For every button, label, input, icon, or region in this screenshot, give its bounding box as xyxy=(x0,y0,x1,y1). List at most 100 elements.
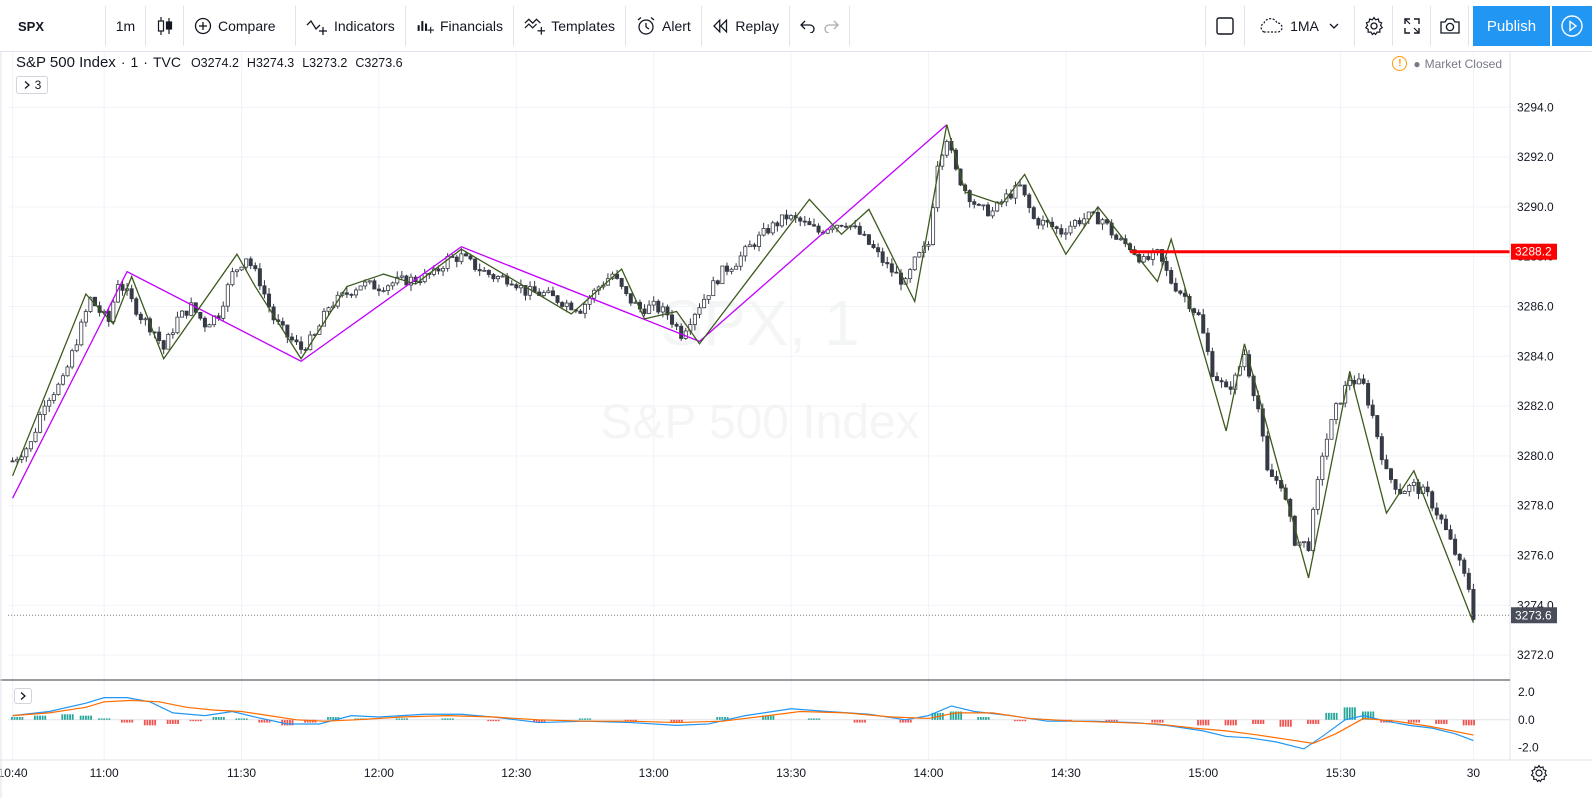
macd-histogram-bar xyxy=(931,712,934,720)
candle-body xyxy=(147,318,152,333)
candle-body xyxy=(564,302,569,307)
macd-histogram-bar xyxy=(624,719,627,722)
macd-histogram-bar xyxy=(1351,707,1354,720)
candle-body xyxy=(720,265,725,285)
settings-button[interactable] xyxy=(1355,6,1393,46)
replay-button[interactable]: Replay xyxy=(702,6,790,46)
candle-body xyxy=(1375,415,1380,438)
candle-body xyxy=(1082,218,1087,225)
indicators-collapse-toggle[interactable]: 3 xyxy=(16,76,48,94)
macd-histogram-bar xyxy=(44,715,47,720)
candle-body xyxy=(912,256,917,271)
macd-histogram-bar xyxy=(1465,719,1468,726)
time-axis-tick-label: 14:30 xyxy=(1051,766,1081,780)
price-axis-tick-label: 3294.0 xyxy=(1517,100,1554,114)
candle-body xyxy=(514,284,519,289)
candle-body xyxy=(1329,419,1334,440)
candle-body xyxy=(1219,380,1224,383)
chart-legend: S&P 500 Index · 1 · TVC O3274.2 H3274.3 … xyxy=(16,54,403,71)
macd-histogram-bar xyxy=(84,715,87,720)
candle-body xyxy=(1100,219,1105,225)
legend-symbol-name[interactable]: S&P 500 Index xyxy=(16,54,116,71)
macd-histogram-bar xyxy=(306,719,309,723)
redo-icon[interactable] xyxy=(822,19,840,33)
macd-histogram-bar xyxy=(1382,719,1385,723)
ma-template-button[interactable]: 1MA xyxy=(1245,6,1355,46)
candle-body xyxy=(1292,515,1297,546)
layout-button[interactable] xyxy=(1205,6,1245,46)
candle-body xyxy=(1205,332,1210,352)
candle-body xyxy=(33,431,38,443)
candle-body xyxy=(509,283,514,286)
play-button[interactable] xyxy=(1552,6,1592,46)
macd-histogram-bar xyxy=(304,719,306,723)
undo-icon[interactable] xyxy=(799,19,817,33)
fullscreen-button[interactable] xyxy=(1393,6,1431,46)
candle-body xyxy=(706,295,711,300)
macd-histogram-bar xyxy=(1013,719,1016,722)
macd-histogram-bar xyxy=(1197,719,1199,726)
macd-histogram-bar xyxy=(100,718,103,720)
alert-button[interactable]: Alert xyxy=(626,6,702,46)
candle-body xyxy=(51,394,56,401)
macd-histogram-bar xyxy=(904,719,907,723)
macd-histogram-bar xyxy=(716,717,719,720)
financials-button[interactable]: Financials xyxy=(406,6,514,46)
templates-button[interactable]: Templates xyxy=(514,6,626,46)
candle-body xyxy=(976,203,981,206)
candle-body xyxy=(1173,282,1178,292)
candle-body xyxy=(1356,378,1361,385)
candles-group xyxy=(10,137,1476,621)
macd-histogram-bar xyxy=(398,718,401,720)
candle-body xyxy=(798,217,803,222)
macd-histogram-bar xyxy=(444,718,446,720)
candle-body xyxy=(500,275,505,278)
rewind-icon xyxy=(713,18,728,34)
macd-histogram-bar xyxy=(1354,707,1356,720)
square-layout-icon xyxy=(1216,17,1234,35)
macd-histogram-bar xyxy=(406,718,408,720)
candle-body xyxy=(161,340,166,350)
axis-settings-icon[interactable] xyxy=(1530,764,1548,783)
compare-button[interactable]: Compare xyxy=(184,6,296,46)
gear-icon xyxy=(1535,769,1543,777)
financials-label: Financials xyxy=(439,18,503,34)
macd-histogram-bar xyxy=(1204,719,1207,726)
candle-body xyxy=(248,258,253,267)
time-axis-tick-label: 12:00 xyxy=(364,766,394,780)
candle-body xyxy=(473,258,478,270)
macd-histogram-bar xyxy=(309,719,312,723)
macd-histogram-bar xyxy=(1235,719,1237,726)
legend-separator: · xyxy=(120,54,126,70)
candle-body xyxy=(1334,403,1339,420)
candle-body xyxy=(166,334,171,350)
candle-body xyxy=(866,234,871,245)
candle-body xyxy=(624,286,629,295)
candle-body xyxy=(486,269,491,275)
interval-button[interactable]: 1m xyxy=(106,6,146,46)
candle-body xyxy=(1022,184,1027,196)
macd-histogram-bar xyxy=(584,718,586,720)
macd-histogram-bar xyxy=(332,717,335,720)
macd-pane-toggle[interactable] xyxy=(14,688,32,704)
candle-body xyxy=(189,302,194,316)
macd-histogram-bar xyxy=(1443,719,1445,724)
snapshot-button[interactable] xyxy=(1431,6,1469,46)
macd-histogram-bar xyxy=(818,718,821,720)
candle-body xyxy=(711,280,716,297)
zigzag-major-line xyxy=(11,124,948,499)
macd-histogram-bar xyxy=(1325,712,1328,720)
candle-body xyxy=(56,383,61,396)
indicators-button[interactable]: Indicators xyxy=(296,6,406,46)
chart-type-button[interactable] xyxy=(146,6,184,46)
candle-body xyxy=(889,263,894,273)
candle-body xyxy=(990,210,995,217)
macd-histogram-bar xyxy=(21,717,24,720)
symbol-search-button[interactable]: SPX xyxy=(0,6,106,46)
macd-histogram-bar xyxy=(395,718,398,720)
macd-histogram-bar xyxy=(1312,719,1315,724)
publish-button[interactable]: Publish xyxy=(1473,6,1550,46)
macd-line xyxy=(12,697,1474,750)
candle-body xyxy=(770,222,775,234)
